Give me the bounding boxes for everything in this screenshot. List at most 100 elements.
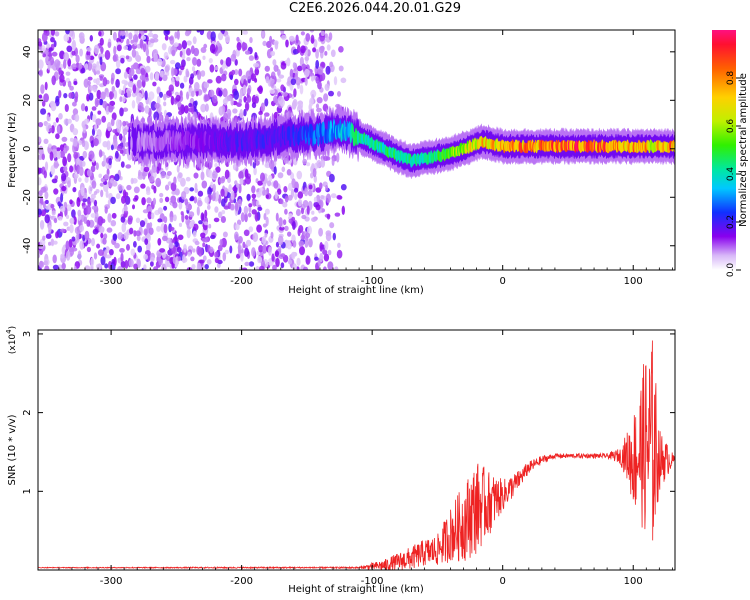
spectrogram-cell — [224, 187, 228, 197]
spectrogram-cell — [262, 223, 267, 228]
spectrogram-cell — [69, 224, 74, 234]
spectrogram-cell — [63, 118, 70, 126]
spectrogram-cell — [87, 61, 93, 71]
spectrogram-cell — [90, 193, 96, 199]
spectrogram-cell — [78, 62, 83, 70]
spectrogram-cell — [225, 57, 232, 67]
spectrogram-cell — [93, 252, 98, 260]
spectrogram-cell — [131, 100, 136, 109]
spectrogram-cell — [61, 262, 66, 270]
spectrogram-cell — [318, 46, 325, 54]
spectrogram-cell — [61, 185, 67, 192]
spectrogram-cell — [134, 195, 139, 201]
spectrogram-cell — [106, 227, 113, 233]
spectrogram-cell — [173, 42, 179, 47]
spectrogram-cell — [67, 180, 71, 188]
spectrogram-cell — [145, 65, 151, 73]
spectrogram-cell — [40, 108, 47, 115]
spectrogram-cell — [331, 157, 335, 166]
spectrogram-cell — [130, 177, 134, 185]
spectrogram-cell — [176, 246, 182, 253]
spectrogram-ytick-label: 0 — [22, 146, 33, 152]
spectrogram-cell — [120, 30, 125, 37]
spectrogram-cell — [98, 226, 105, 234]
spectrogram-cell — [157, 218, 163, 223]
spectrogram-cell — [292, 240, 297, 248]
spectrogram-ytick-label: -20 — [22, 189, 33, 205]
spectrogram-cell — [49, 151, 54, 161]
spectrogram-cell — [139, 74, 146, 81]
spectrogram-cell — [328, 90, 334, 97]
spectrogram-cell — [138, 169, 142, 177]
spectrogram-cell — [227, 177, 231, 184]
spectrogram-cell — [238, 98, 242, 104]
spectrogram-xtick-label: -300 — [100, 276, 123, 287]
spectrogram-cell — [120, 57, 125, 64]
spectrogram-cell — [312, 168, 317, 178]
spectrogram-cell — [60, 253, 65, 259]
spectrogram-cell — [90, 165, 96, 173]
spectrogram-cell — [92, 63, 97, 69]
spectrogram-cell — [280, 62, 287, 70]
spectrogram-cell — [257, 180, 263, 186]
spectrogram-cell — [161, 171, 166, 179]
spectrogram-cell — [140, 35, 146, 40]
spectrogram-cell — [224, 169, 230, 180]
spectrogram-cell — [274, 191, 278, 200]
spectrogram-cell — [234, 78, 239, 86]
spectrogram-cell — [191, 66, 196, 72]
spectrogram-cell — [213, 217, 220, 223]
spectrogram-cell — [181, 54, 186, 60]
spectrogram-cell — [196, 262, 202, 270]
spectrogram-cell — [60, 192, 64, 203]
spectrogram-cell — [248, 205, 252, 213]
spectrogram-cell — [39, 69, 43, 77]
spectrogram-cell — [83, 216, 88, 224]
spectrogram-cell — [245, 175, 251, 185]
spectrogram-cell — [183, 244, 187, 253]
spectrogram-cell — [291, 178, 296, 189]
spectrogram-cell — [264, 208, 270, 215]
spectrogram-cell — [38, 59, 44, 70]
spectrogram-cell — [114, 173, 120, 182]
spectrogram-cell — [153, 52, 158, 63]
spectrogram-cell — [40, 186, 47, 193]
spectrogram-cell — [304, 56, 310, 62]
spectrogram-cell — [149, 169, 154, 174]
spectrogram-xlabel: Height of straight line (km) — [288, 285, 424, 296]
spectrogram-cell — [254, 212, 259, 222]
spectrogram-cell — [330, 49, 336, 58]
spectrogram-cell — [40, 84, 45, 94]
spectrogram-cell — [164, 30, 170, 34]
spectrogram-cell — [133, 230, 137, 237]
spectrogram-cell — [77, 209, 82, 217]
spectrogram-cell — [65, 214, 70, 219]
spectrogram-cell — [217, 32, 224, 41]
spectrogram-cell — [326, 44, 331, 51]
spectrogram-cell — [102, 100, 108, 109]
spectrogram-ylabel: Frequency (Hz) — [7, 112, 18, 188]
spectrogram-cell — [114, 242, 120, 249]
spectrogram-cell — [146, 243, 151, 253]
spectrogram-cell — [90, 257, 95, 267]
spectrogram-cell — [38, 145, 44, 156]
spectrogram-cell — [297, 228, 301, 237]
spectrogram-cell — [329, 222, 335, 229]
spectrogram-cell — [50, 238, 55, 247]
spectrogram-cell — [269, 89, 276, 94]
spectrogram-cell — [284, 59, 291, 66]
spectrogram-cell — [107, 41, 112, 49]
spectrogram-cell — [334, 266, 339, 270]
spectrogram-cell — [43, 138, 49, 144]
spectrogram-cell — [52, 264, 59, 270]
spectrogram-cell — [120, 34, 126, 40]
spectrogram-cell — [143, 77, 150, 82]
spectrogram-cell — [219, 239, 223, 246]
spectrogram-cell — [84, 230, 90, 241]
spectrogram-cell — [241, 41, 246, 52]
spectrogram-cell — [157, 207, 163, 215]
spectrogram-cell — [97, 110, 102, 115]
spectrogram-cell — [260, 102, 266, 112]
spectrogram-cell — [104, 206, 108, 214]
